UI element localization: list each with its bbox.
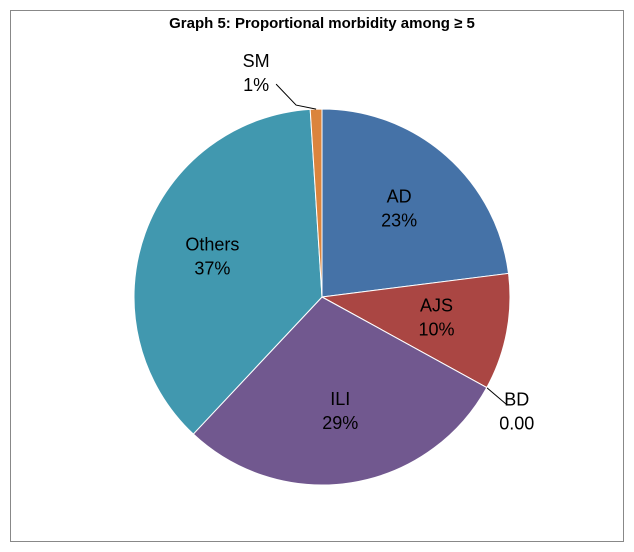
leader-line [486, 387, 508, 405]
slice-label: ILI [330, 389, 350, 409]
pie-slice [192, 296, 488, 486]
slice-value-label: 10% [418, 320, 454, 340]
slice-label: AD [387, 186, 412, 206]
slice-label: BD [504, 389, 529, 409]
slice-label: SM [243, 51, 270, 71]
leader-line [275, 83, 317, 110]
pie-slice [320, 272, 511, 389]
slice-label: AJS [420, 296, 453, 316]
slice-label: Others [185, 234, 239, 254]
slice-value-label: 29% [322, 413, 358, 433]
slice-value-label: 1% [243, 75, 269, 95]
slice-value-label: 0.00 [499, 413, 534, 433]
pie-slice [133, 108, 323, 435]
pie-slice [321, 108, 510, 298]
slice-value-label: 23% [381, 210, 417, 230]
chart-title: Graph 5: Proportional morbidity among ≥ … [169, 15, 475, 32]
slice-value-label: 37% [194, 258, 230, 278]
